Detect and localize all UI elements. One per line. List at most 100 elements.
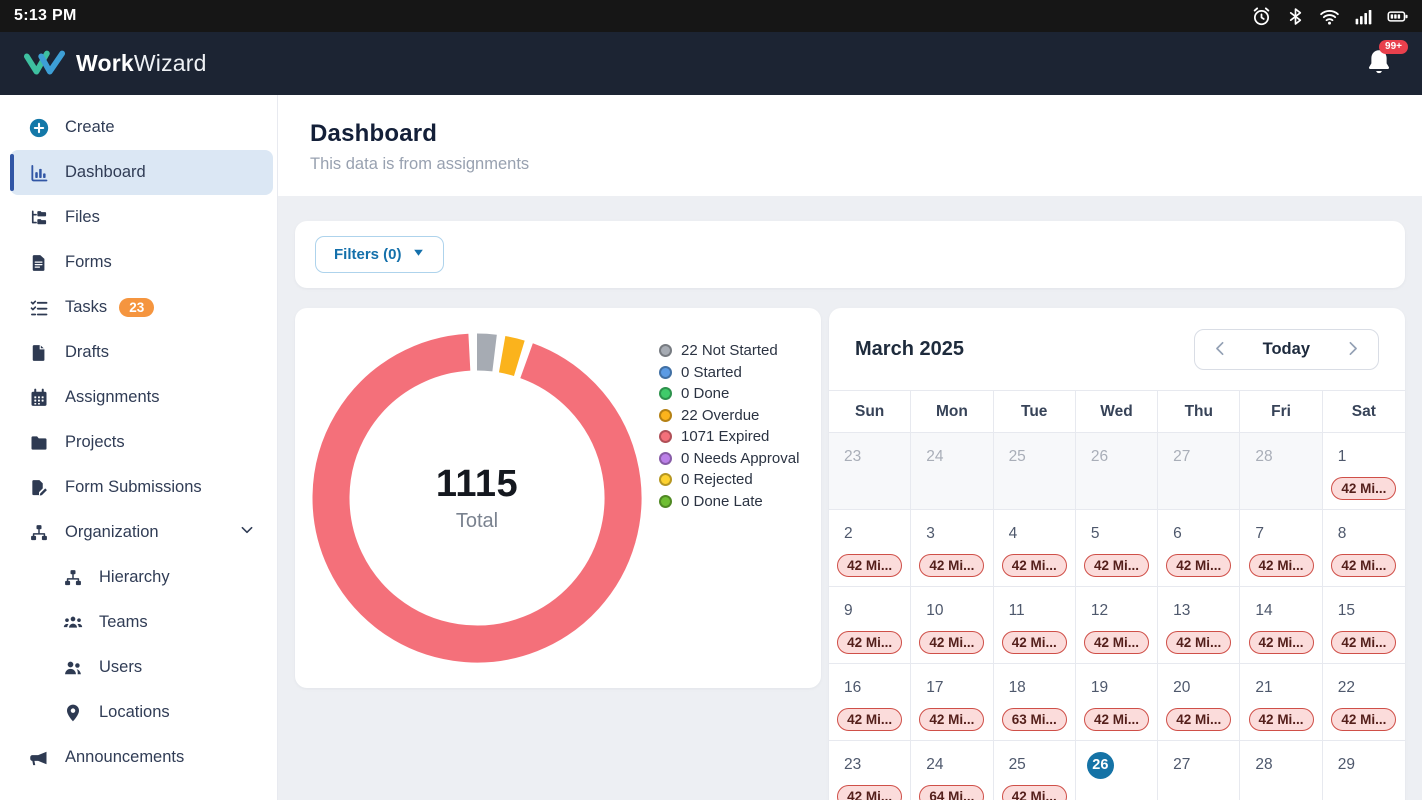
- sidebar-item-label: Files: [65, 208, 100, 226]
- calendar-cell-23[interactable]: 23 42 Mi...: [829, 741, 912, 800]
- sidebar-item-dashboard[interactable]: Dashboard: [10, 150, 273, 195]
- alarm-icon: [1251, 6, 1272, 27]
- calendar-event-badge[interactable]: 42 Mi...: [837, 554, 903, 577]
- calendar-cell-5[interactable]: 5 42 Mi...: [1075, 510, 1159, 587]
- calendar-cell-28-outside[interactable]: 28: [1240, 433, 1323, 510]
- sidebar-item-announcements[interactable]: Announcements: [0, 735, 277, 780]
- calendar-cell-25[interactable]: 25 42 Mi...: [993, 741, 1076, 800]
- calendar-event-badge[interactable]: 42 Mi...: [1166, 554, 1232, 577]
- calendar-cell-3[interactable]: 3 42 Mi...: [911, 510, 994, 587]
- sidebar-item-form-submissions[interactable]: Form Submissions: [0, 465, 277, 510]
- calendar-date-number: 26: [1090, 448, 1109, 465]
- sidebar-item-assignments[interactable]: Assignments: [0, 375, 277, 420]
- calendar-cell-22[interactable]: 22 42 Mi...: [1322, 664, 1405, 741]
- workwizard-logo-icon: [24, 49, 66, 79]
- calendar-date-number: 6: [1173, 525, 1182, 542]
- sidebar-item-label: Users: [99, 658, 143, 676]
- calendar-event-badge[interactable]: 42 Mi...: [1083, 631, 1149, 654]
- calendar-next-button[interactable]: [1332, 330, 1372, 369]
- calendar-cell-16[interactable]: 16 42 Mi...: [829, 664, 912, 741]
- calendar-cell-14[interactable]: 14 42 Mi...: [1240, 587, 1323, 664]
- calendar-event-badge[interactable]: 42 Mi...: [1331, 477, 1397, 500]
- calendar-cell-11[interactable]: 11 42 Mi...: [993, 587, 1076, 664]
- sidebar-item-drafts[interactable]: Drafts: [0, 330, 277, 375]
- calendar-event-badge[interactable]: 64 Mi...: [919, 785, 985, 800]
- calendar-cell-2[interactable]: 2 42 Mi...: [829, 510, 912, 587]
- calendar-event-badge[interactable]: 42 Mi...: [1166, 708, 1232, 731]
- calendar-event-badge[interactable]: 42 Mi...: [1001, 554, 1067, 577]
- calendar-cell-13[interactable]: 13 42 Mi...: [1158, 587, 1241, 664]
- calendar-event-badge[interactable]: 42 Mi...: [1248, 631, 1314, 654]
- legend-label: 22 Overdue: [681, 406, 760, 424]
- calendar-cell-19[interactable]: 19 42 Mi...: [1075, 664, 1159, 741]
- calendar-cell-23-outside[interactable]: 23: [829, 433, 912, 510]
- sidebar-item-forms[interactable]: Forms: [0, 240, 277, 285]
- calendar-cell-17[interactable]: 17 42 Mi...: [911, 664, 994, 741]
- calendar-event-badge[interactable]: 42 Mi...: [1083, 554, 1149, 577]
- calendar-cell-27[interactable]: 27: [1158, 741, 1241, 800]
- calendar-cell-29[interactable]: 29: [1322, 741, 1405, 800]
- calendar-event-badge[interactable]: 42 Mi...: [1248, 708, 1314, 731]
- calendar-date-number: 13: [1173, 602, 1191, 619]
- calendar-cell-21[interactable]: 21 42 Mi...: [1240, 664, 1323, 741]
- calendar-event-badge[interactable]: 42 Mi...: [1001, 631, 1067, 654]
- calendar-event-badge[interactable]: 42 Mi...: [919, 708, 985, 731]
- legend-dot: [659, 494, 672, 508]
- calendar-cell-25-outside[interactable]: 25: [993, 433, 1076, 510]
- sidebar-item-create[interactable]: Create: [0, 105, 277, 150]
- calendar-event-badge[interactable]: 42 Mi...: [919, 631, 985, 654]
- sidebar-item-teams[interactable]: Teams: [0, 600, 277, 645]
- calendar-event-badge[interactable]: 42 Mi...: [1331, 631, 1397, 654]
- calendar-cell-7[interactable]: 7 42 Mi...: [1240, 510, 1323, 587]
- calendar-date-number: 24: [926, 448, 944, 465]
- calendar-event-badge[interactable]: 42 Mi...: [837, 708, 903, 731]
- calendar-date-number: 28: [1255, 756, 1273, 773]
- calendar-date-number: 25: [1008, 448, 1026, 465]
- calendar-cell-12[interactable]: 12 42 Mi...: [1075, 587, 1159, 664]
- calendar-cell-18[interactable]: 18 63 Mi...: [993, 664, 1076, 741]
- sidebar-item-files[interactable]: Files: [0, 195, 277, 240]
- status-bar-time: 5:13 PM: [14, 7, 77, 24]
- calendar-event-badge[interactable]: 42 Mi...: [1331, 554, 1397, 577]
- calendar-cell-26-outside[interactable]: 26: [1075, 433, 1159, 510]
- calendar-date-number: 11: [1008, 602, 1025, 619]
- notifications-button[interactable]: 99+: [1364, 39, 1408, 81]
- calendar-event-badge[interactable]: 42 Mi...: [1248, 554, 1314, 577]
- calendar-cell-20[interactable]: 20 42 Mi...: [1158, 664, 1241, 741]
- calendar-cell-9[interactable]: 9 42 Mi...: [829, 587, 912, 664]
- calendar-date-number: 26: [1076, 751, 1157, 779]
- calendar-cell-26[interactable]: 26: [1075, 741, 1159, 800]
- calendar-event-badge[interactable]: 42 Mi...: [1083, 708, 1149, 731]
- calendar-cell-6[interactable]: 6 42 Mi...: [1158, 510, 1241, 587]
- calendar-cell-1[interactable]: 1 42 Mi...: [1322, 433, 1405, 510]
- sidebar-item-projects[interactable]: Projects: [0, 420, 277, 465]
- calendar-event-badge[interactable]: 42 Mi...: [1001, 785, 1067, 800]
- calendar-cell-8[interactable]: 8 42 Mi...: [1322, 510, 1405, 587]
- calendar-cell-24-outside[interactable]: 24: [911, 433, 994, 510]
- sidebar-item-organization[interactable]: Organization: [0, 510, 277, 555]
- calendar-event-badge[interactable]: 42 Mi...: [837, 785, 903, 800]
- calendar-event-badge[interactable]: 42 Mi...: [919, 554, 985, 577]
- filters-button[interactable]: Filters (0): [315, 236, 444, 273]
- calendar-cell-4[interactable]: 4 42 Mi...: [993, 510, 1076, 587]
- sidebar-item-hierarchy[interactable]: Hierarchy: [0, 555, 277, 600]
- calendar-cell-15[interactable]: 15 42 Mi...: [1322, 587, 1405, 664]
- calendar-today-button[interactable]: Today: [1241, 340, 1332, 359]
- calendar-prev-button[interactable]: [1201, 330, 1241, 369]
- calendar-cell-10[interactable]: 10 42 Mi...: [911, 587, 994, 664]
- legend-label: 1071 Expired: [681, 428, 770, 445]
- sidebar-item-users[interactable]: Users: [0, 645, 277, 690]
- calendar-event-badge[interactable]: 63 Mi...: [1001, 708, 1067, 731]
- sidebar-item-tasks[interactable]: Tasks 23: [0, 285, 277, 330]
- calendar-cell-27-outside[interactable]: 27: [1158, 433, 1241, 510]
- sidebar-item-locations[interactable]: Locations: [0, 690, 277, 735]
- calendar-day-header-sun: Sun: [829, 391, 912, 433]
- calendar-event-badge[interactable]: 42 Mi...: [1331, 708, 1397, 731]
- calendar-cell-28[interactable]: 28: [1240, 741, 1323, 800]
- calendar-date-number: 2: [844, 525, 853, 542]
- calendar-cell-24[interactable]: 24 64 Mi...: [911, 741, 994, 800]
- calendar-event-badge[interactable]: 42 Mi...: [837, 631, 903, 654]
- sidebar-item-label: Assignments: [65, 388, 160, 406]
- calendar-event-badge[interactable]: 42 Mi...: [1166, 631, 1232, 654]
- calendar-card: March 2025 Today: [829, 308, 1405, 800]
